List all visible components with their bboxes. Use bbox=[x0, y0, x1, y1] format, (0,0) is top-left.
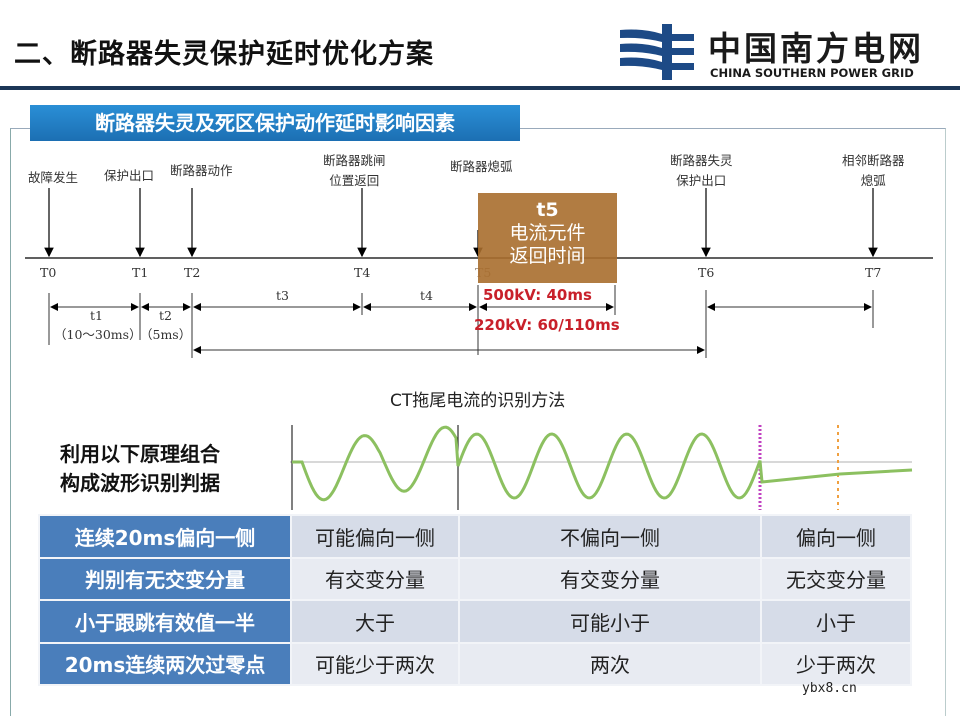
tick-label: T1 bbox=[132, 265, 149, 280]
table-cell: 可能小于 bbox=[458, 599, 762, 644]
tick-label: T6 bbox=[698, 265, 715, 280]
table-cell: 不偏向一侧 bbox=[458, 514, 762, 559]
section-header: 断路器失灵及死区保护动作延时影响因素 bbox=[30, 105, 520, 141]
tick-label: T0 bbox=[40, 265, 57, 280]
event-label: 断路器动作 bbox=[170, 163, 233, 178]
interval-label-t4: t4 bbox=[420, 288, 433, 303]
t5-title: t5 bbox=[536, 199, 559, 221]
t5-box: t5 电流元件 返回时间 bbox=[478, 193, 617, 283]
tick-label: T7 bbox=[865, 265, 882, 280]
table-row: 小于跟跳有效值一半 大于 可能小于 小于 bbox=[38, 599, 912, 644]
interval-label-t1: t1 bbox=[90, 308, 103, 323]
criteria-note-line2: 构成波形识别判据 bbox=[60, 471, 220, 495]
watermark: ybx8.cn bbox=[802, 681, 857, 696]
t5-500kv: 500kV: 40ms bbox=[483, 286, 592, 304]
table-cell: 有交变分量 bbox=[458, 556, 762, 601]
table-row: 连续20ms偏向一侧 可能偏向一侧 不偏向一侧 偏向一侧 bbox=[38, 514, 912, 559]
interval-label-t3: t3 bbox=[276, 288, 289, 303]
event-label: 故障发生 bbox=[28, 170, 79, 185]
logo-text-en: CHINA SOUTHERN POWER GRID bbox=[710, 66, 914, 80]
row-header-cell: 判别有无交变分量 bbox=[38, 556, 292, 601]
table-cell: 无交变分量 bbox=[760, 556, 912, 601]
interval-note-t2: （5ms） bbox=[140, 327, 192, 342]
table-cell: 小于 bbox=[760, 599, 912, 644]
table-cell: 两次 bbox=[458, 641, 762, 686]
timeline-diagram bbox=[25, 188, 933, 358]
slide-title: 二、断路器失灵保护延时优化方案 bbox=[14, 39, 434, 70]
interval-label-t2: t2 bbox=[159, 308, 172, 323]
event-label: 断路器熄弧 bbox=[450, 159, 513, 174]
table-cell: 可能偏向一侧 bbox=[290, 514, 460, 559]
table-cell: 大于 bbox=[290, 599, 460, 644]
event-label: 断路器跳闸 位置返回 bbox=[323, 153, 386, 188]
criteria-note: 利用以下原理组合 构成波形识别判据 bbox=[60, 440, 220, 498]
event-label: 断路器失灵 保护出口 bbox=[670, 153, 733, 188]
t5-220kv: 220kV: 60/110ms bbox=[474, 316, 620, 334]
logo-text-cn: 中国南方电网 bbox=[708, 29, 924, 68]
t5-line1: 电流元件 bbox=[509, 222, 586, 244]
table-row: 20ms连续两次过零点 可能少于两次 两次 少于两次 bbox=[38, 641, 912, 686]
table-cell: 少于两次 bbox=[760, 641, 912, 686]
table-row: 判别有无交变分量 有交变分量 有交变分量 无交变分量 bbox=[38, 556, 912, 601]
header-divider bbox=[0, 86, 960, 90]
t5-line2: 返回时间 bbox=[509, 245, 586, 267]
event-label: 保护出口 bbox=[104, 168, 155, 183]
table-cell: 有交变分量 bbox=[290, 556, 460, 601]
event-label: 相邻断路器 熄弧 bbox=[842, 153, 905, 188]
ct-wave-chart bbox=[290, 425, 913, 510]
tick-label: T4 bbox=[354, 265, 371, 280]
table-cell: 偏向一侧 bbox=[760, 514, 912, 559]
row-header-cell: 连续20ms偏向一侧 bbox=[38, 514, 292, 559]
criteria-table: 连续20ms偏向一侧 可能偏向一侧 不偏向一侧 偏向一侧 判别有无交变分量 有交变分量 有交… bbox=[38, 514, 912, 686]
criteria-note-line1: 利用以下原理组合 bbox=[60, 442, 220, 466]
csg-logo: 中国南方电网 CHINA SOUTHERN POWER GRID bbox=[618, 22, 948, 80]
row-header-cell: 小于跟跳有效值一半 bbox=[38, 599, 292, 644]
wave-title: CT拖尾电流的识别方法 bbox=[390, 391, 566, 411]
row-header-cell: 20ms连续两次过零点 bbox=[38, 641, 292, 686]
table-cell: 可能少于两次 bbox=[290, 641, 460, 686]
tick-label: T2 bbox=[184, 265, 201, 280]
interval-note-t1: （10～30ms） bbox=[54, 327, 142, 342]
ct-current-wave bbox=[292, 425, 913, 502]
csg-logo-icon bbox=[620, 24, 694, 80]
